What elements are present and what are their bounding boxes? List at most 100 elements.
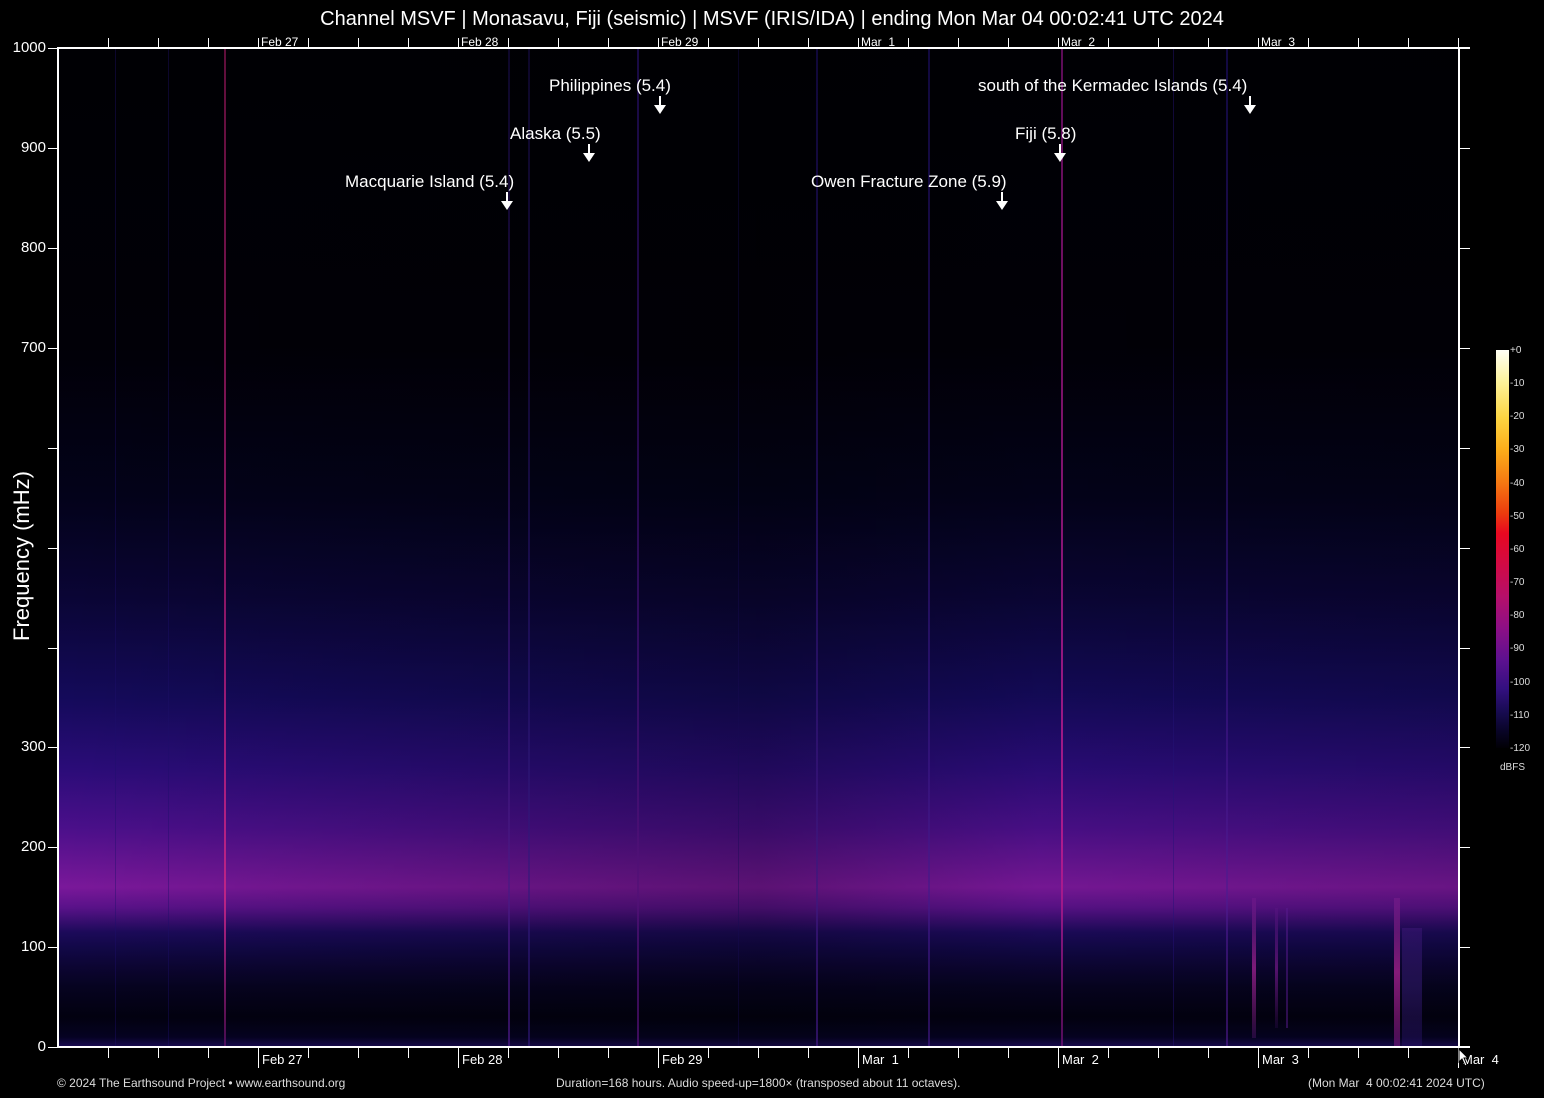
colorbar-unit: dBFS xyxy=(1500,762,1526,773)
x-label-feb29: Feb 29 xyxy=(662,1052,703,1067)
footer-timestamp: (Mon Mar 4 00:02:41 2024 UTC) xyxy=(1308,1076,1485,1090)
y-label-0: 0 xyxy=(37,1038,46,1055)
x-tick-top xyxy=(958,38,959,48)
annotation-macquarie: Macquarie Island (5.4) xyxy=(345,172,515,191)
x-tick-top xyxy=(258,38,259,48)
event-streak xyxy=(168,48,169,1047)
y-tick xyxy=(48,348,58,349)
mouse-cursor-icon xyxy=(1458,1048,1470,1067)
colorbar xyxy=(1496,350,1509,748)
x-tick-top xyxy=(1008,38,1009,48)
arrow-down-icon xyxy=(996,192,1008,210)
x-tick xyxy=(708,1048,709,1058)
x-label-top-feb28: Feb 28 xyxy=(461,35,499,49)
x-tick xyxy=(808,1048,809,1058)
event-streak xyxy=(816,48,818,1047)
y-tick-right xyxy=(1460,248,1470,249)
colorbar-tick: -60 xyxy=(1510,544,1525,555)
x-tick-top xyxy=(1358,38,1359,48)
y-tick xyxy=(48,847,58,848)
colorbar-tick: -40 xyxy=(1510,478,1525,489)
event-streak xyxy=(1061,48,1063,1047)
plot-frame-left xyxy=(57,48,59,1048)
annotation-owen: Owen Fracture Zone (5.9) xyxy=(811,172,1007,191)
y-label-100: 100 xyxy=(20,938,46,955)
colorbar-tick: +0 xyxy=(1510,345,1522,356)
chart-title: Channel MSVF | Monasavu, Fiji (seismic) … xyxy=(320,8,1224,30)
event-streak xyxy=(224,48,226,1047)
colorbar-tick: -80 xyxy=(1510,610,1525,621)
y-tick xyxy=(48,48,58,49)
x-tick-top xyxy=(858,38,859,48)
x-tick-top xyxy=(558,38,559,48)
x-label-mar1: Mar 1 xyxy=(862,1052,899,1067)
x-tick xyxy=(558,1048,559,1058)
colorbar-tick: -70 xyxy=(1510,577,1525,588)
annotation-kermadec: south of the Kermadec Islands (5.4) xyxy=(978,76,1248,95)
x-tick xyxy=(408,1048,409,1058)
x-tick-top xyxy=(708,38,709,48)
y-tick xyxy=(48,148,58,149)
colorbar-tick: -10 xyxy=(1510,378,1525,389)
x-tick-top xyxy=(1158,38,1159,48)
x-tick-top xyxy=(758,38,759,48)
x-tick xyxy=(1408,1048,1409,1058)
y-tick xyxy=(48,548,58,549)
x-tick-top xyxy=(908,38,909,48)
plot-frame-right xyxy=(1458,48,1460,1048)
x-tick-top xyxy=(408,38,409,48)
y-tick-right xyxy=(1460,747,1470,748)
arrow-down-icon xyxy=(583,144,595,162)
plot-frame-top xyxy=(57,47,1470,49)
colorbar-tick: -20 xyxy=(1510,411,1525,422)
y-axis-title: Frequency (mHz) xyxy=(9,471,34,641)
x-tick xyxy=(108,1048,109,1058)
y-tick-right xyxy=(1460,448,1470,449)
y-label-200: 200 xyxy=(20,838,46,855)
y-tick xyxy=(48,947,58,948)
event-streak xyxy=(1226,48,1228,1047)
x-label-top-feb27: Feb 27 xyxy=(261,35,299,49)
x-tick xyxy=(308,1048,309,1058)
x-tick xyxy=(208,1048,209,1058)
tremor-burst xyxy=(1394,898,1400,1046)
footer-copyright: © 2024 The Earthsound Project • www.eart… xyxy=(57,1076,346,1090)
y-tick-right xyxy=(1460,548,1470,549)
x-tick xyxy=(1208,1048,1209,1058)
x-tick-top xyxy=(608,38,609,48)
x-tick-top xyxy=(308,38,309,48)
x-tick-top xyxy=(1258,38,1259,48)
y-tick-right xyxy=(1460,847,1470,848)
x-label-mar2: Mar 2 xyxy=(1062,1052,1099,1067)
colorbar-tick: -120 xyxy=(1510,743,1531,754)
arrow-down-icon xyxy=(1054,144,1066,162)
x-tick-top xyxy=(808,38,809,48)
x-tick xyxy=(608,1048,609,1058)
x-tick xyxy=(358,1048,359,1058)
colorbar-tick: -30 xyxy=(1510,444,1525,455)
x-tick-top xyxy=(1058,38,1059,48)
arrow-down-icon xyxy=(501,192,513,210)
x-tick-top xyxy=(458,38,459,48)
x-tick-top xyxy=(508,38,509,48)
x-label-top-mar3: Mar 3 xyxy=(1261,35,1296,49)
x-tick xyxy=(958,1048,959,1058)
y-label-300: 300 xyxy=(20,738,46,755)
y-tick xyxy=(48,448,58,449)
x-tick-top xyxy=(158,38,159,48)
x-label-mar3: Mar 3 xyxy=(1262,1052,1299,1067)
event-streak xyxy=(528,48,530,1047)
x-tick xyxy=(908,1048,909,1058)
x-tick-major xyxy=(858,1048,859,1068)
x-tick xyxy=(508,1048,509,1058)
x-tick xyxy=(1008,1048,1009,1058)
x-tick-top xyxy=(1108,38,1109,48)
y-tick xyxy=(48,1047,58,1048)
annotation-fiji: Fiji (5.8) xyxy=(1015,124,1077,143)
tremor-burst xyxy=(1402,928,1422,1046)
colorbar-tick: -90 xyxy=(1510,643,1525,654)
tremor-burst xyxy=(1252,898,1256,1038)
footer-duration: Duration=168 hours. Audio speed-up=1800×… xyxy=(556,1076,961,1090)
spectrogram-plot xyxy=(58,48,1459,1047)
plot-frame-bottom xyxy=(57,1046,1470,1048)
